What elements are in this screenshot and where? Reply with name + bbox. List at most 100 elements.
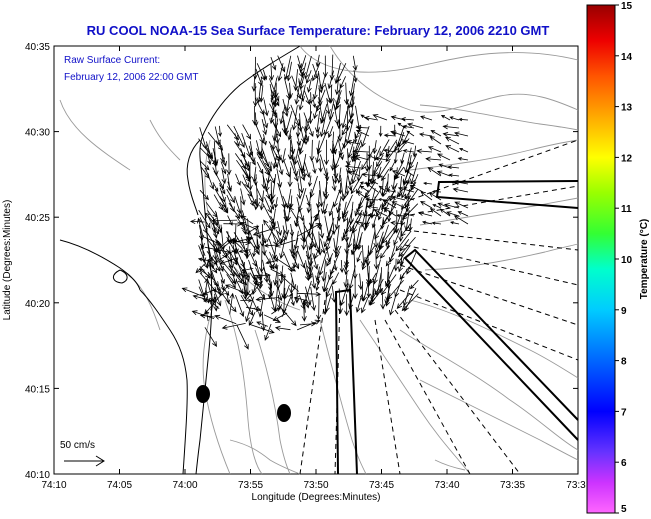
current-vector (212, 222, 218, 239)
current-vector (318, 251, 327, 276)
current-vector (306, 188, 312, 214)
current-vector (314, 245, 321, 260)
current-vector (420, 191, 433, 201)
current-vector (446, 211, 460, 217)
colorbar-title: Temperature (°C) (639, 219, 650, 300)
current-vector (357, 236, 362, 251)
current-vector (264, 197, 272, 214)
current-vector (373, 252, 379, 270)
current-vector (390, 220, 406, 226)
current-vector (420, 201, 433, 209)
current-vector (224, 284, 252, 296)
current-vector (241, 267, 254, 272)
x-tick-label: 74:10 (41, 480, 66, 491)
current-vector (365, 217, 370, 229)
current-vector (206, 148, 213, 160)
current-vector (377, 197, 388, 202)
current-vector (417, 211, 433, 217)
current-vector (226, 292, 231, 305)
current-vector (276, 280, 283, 302)
current-vector (393, 208, 403, 234)
current-vector (219, 257, 239, 265)
station-marker (277, 404, 291, 422)
current-vector (328, 85, 334, 104)
current-vector (332, 167, 338, 185)
current-vector (234, 240, 252, 246)
current-vector (362, 280, 370, 302)
current-vector (256, 321, 268, 327)
current-vector (308, 92, 314, 105)
current-vector (457, 211, 469, 217)
current-vector (272, 154, 278, 170)
current-vector (319, 111, 327, 138)
current-vector (211, 218, 238, 224)
current-vector (282, 225, 288, 241)
current-vector (354, 197, 363, 217)
current-vector (266, 224, 276, 243)
current-vector (226, 274, 236, 289)
current-vector (253, 272, 271, 278)
current-vector (242, 174, 249, 189)
transect-polygons (334, 180, 579, 475)
current-vector (360, 125, 370, 148)
x-tick-label: 73:35 (500, 480, 525, 491)
current-vector (325, 97, 331, 116)
current-vector (378, 185, 388, 193)
current-vector (248, 194, 254, 207)
current-vector (279, 306, 297, 327)
current-vector (378, 125, 383, 138)
current-vector (380, 293, 386, 310)
current-vector (398, 257, 405, 273)
y-tick-label: 40:10 (25, 470, 50, 481)
current-vector (357, 212, 370, 217)
current-vector (264, 168, 271, 193)
current-vector (342, 124, 349, 150)
current-vector (235, 173, 241, 186)
current-vector (245, 225, 260, 235)
current-vector (236, 324, 249, 350)
current-vector (318, 159, 323, 173)
current-vector (305, 194, 311, 207)
current-vector (343, 272, 349, 288)
current-vector (305, 70, 312, 84)
y-tick-label: 40:20 (25, 299, 50, 310)
current-vector (431, 221, 442, 225)
station-marker (196, 385, 210, 403)
current-vector (199, 217, 208, 234)
current-vector (283, 119, 289, 137)
current-vector (312, 252, 319, 270)
current-vector (259, 85, 265, 103)
current-vector (245, 280, 251, 296)
current-vector (385, 265, 396, 288)
current-vector (221, 323, 246, 330)
current-vector (277, 55, 286, 73)
current-vector (270, 56, 277, 71)
current-vector (397, 186, 415, 193)
current-vector (223, 221, 243, 227)
current-vector (397, 122, 406, 129)
current-vector (308, 246, 314, 267)
current-vector (409, 184, 424, 193)
current-vector (367, 154, 379, 161)
current-vector (219, 145, 227, 167)
current-vector (427, 146, 442, 153)
current-vector (220, 161, 227, 175)
current-vector (234, 153, 247, 170)
current-vector (303, 112, 314, 138)
current-vector (348, 294, 354, 310)
current-vector (365, 197, 379, 202)
current-vector (389, 295, 397, 316)
current-vector (334, 203, 341, 231)
current-vector (439, 208, 451, 217)
colorbar-tick-label: 8 (621, 357, 627, 368)
current-vector (380, 217, 385, 230)
current-vector (391, 201, 406, 209)
current-vector (265, 260, 277, 265)
current-vector (344, 251, 350, 268)
current-vector (348, 75, 355, 97)
current-vector (416, 148, 433, 154)
current-vector (231, 238, 243, 249)
current-vector (304, 265, 310, 282)
y-axis-label: Latitude (Degrees:Minutes) (2, 200, 13, 321)
current-vector (297, 182, 303, 200)
